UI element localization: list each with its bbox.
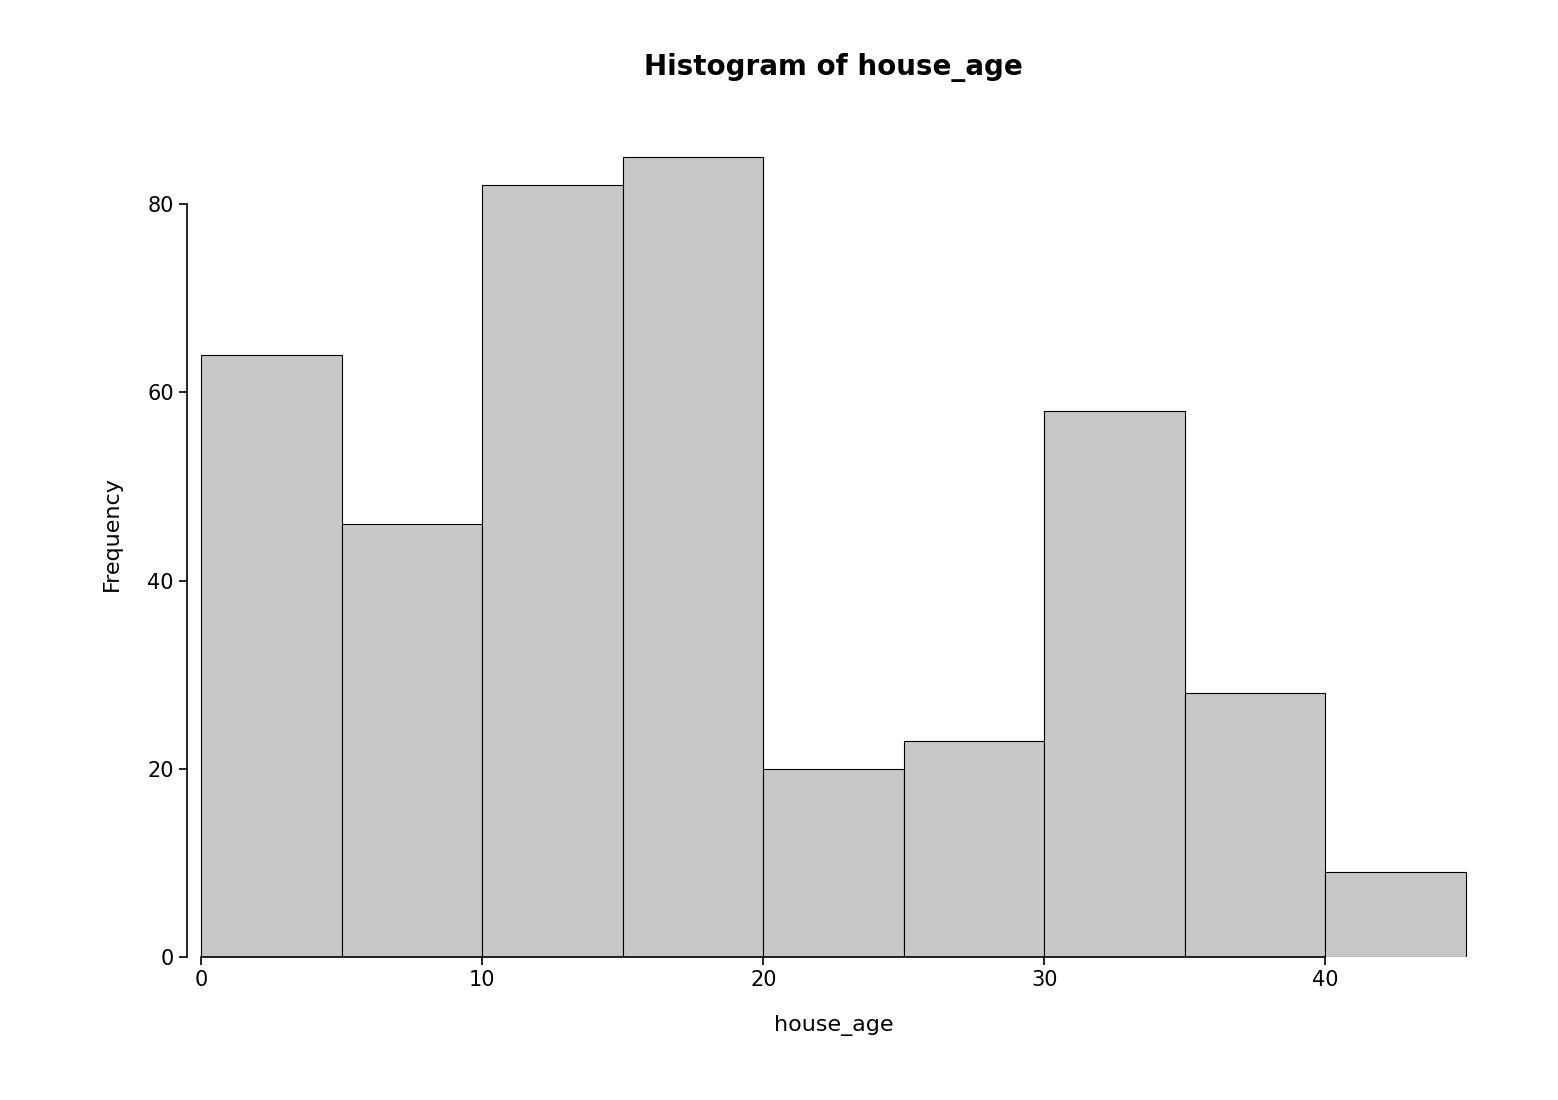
Bar <box>201 354 341 957</box>
X-axis label: house_age: house_age <box>774 1015 893 1036</box>
Bar <box>1326 872 1466 957</box>
Bar <box>623 157 763 957</box>
Y-axis label: Frequency: Frequency <box>103 476 122 591</box>
Bar <box>904 740 1044 957</box>
Title: Histogram of house_age: Histogram of house_age <box>643 53 1024 82</box>
Bar <box>1186 693 1326 957</box>
Bar <box>1044 411 1186 957</box>
Bar <box>763 769 904 957</box>
Bar <box>341 524 481 957</box>
Bar <box>481 185 623 957</box>
